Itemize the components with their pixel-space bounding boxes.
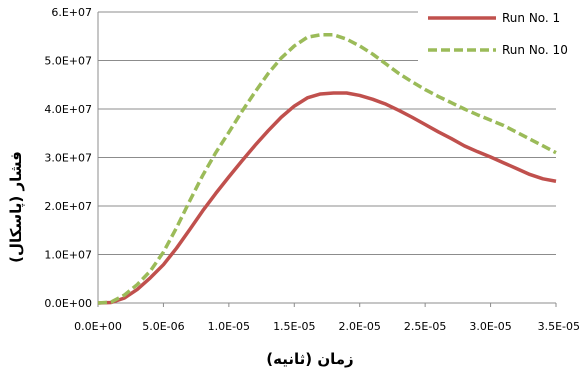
legend: Run No. 1 Run No. 10 [418,4,580,66]
tick-labels: 0.0E+00 1.0E+07 2.0E+07 3.0E+07 4.0E+07 5.0E+… [44,6,580,333]
x-tick-label: 3.0E-05 [469,320,511,333]
y-tick-label: 0.0E+00 [44,297,92,310]
series-line-1 [97,91,557,305]
x-tick-label: 1.5E-05 [273,320,315,333]
x-axis-title: زمان (ثانیه) [266,350,353,368]
x-tick-label: 3.5E-05 [538,320,580,333]
series-line-2 [97,33,557,305]
axes [97,12,557,307]
y-axis-title: فشار (پاسکال) [7,151,26,263]
series-lines [97,33,557,305]
x-tick-label: 2.5E-05 [404,320,446,333]
y-tick-label: 6.E+07 [51,6,92,19]
x-tick-label: 0.0E+00 [74,320,122,333]
grid-lines [98,11,556,304]
x-tick-label: 5.0E-06 [142,320,184,333]
x-tick-label: 2.0E-05 [339,320,381,333]
y-tick-label: 1.0E+07 [44,249,92,262]
legend-label-2: Run No. 10 [502,43,568,57]
y-tick-label: 3.0E+07 [44,152,92,165]
y-tick-label: 2.0E+07 [44,200,92,213]
x-tick-label: 1.0E-05 [208,320,250,333]
y-tick-label: 5.0E+07 [44,55,92,68]
legend-label-1: Run No. 1 [502,11,560,25]
legend-background [418,4,580,66]
y-tick-label: 4.0E+07 [44,103,92,116]
